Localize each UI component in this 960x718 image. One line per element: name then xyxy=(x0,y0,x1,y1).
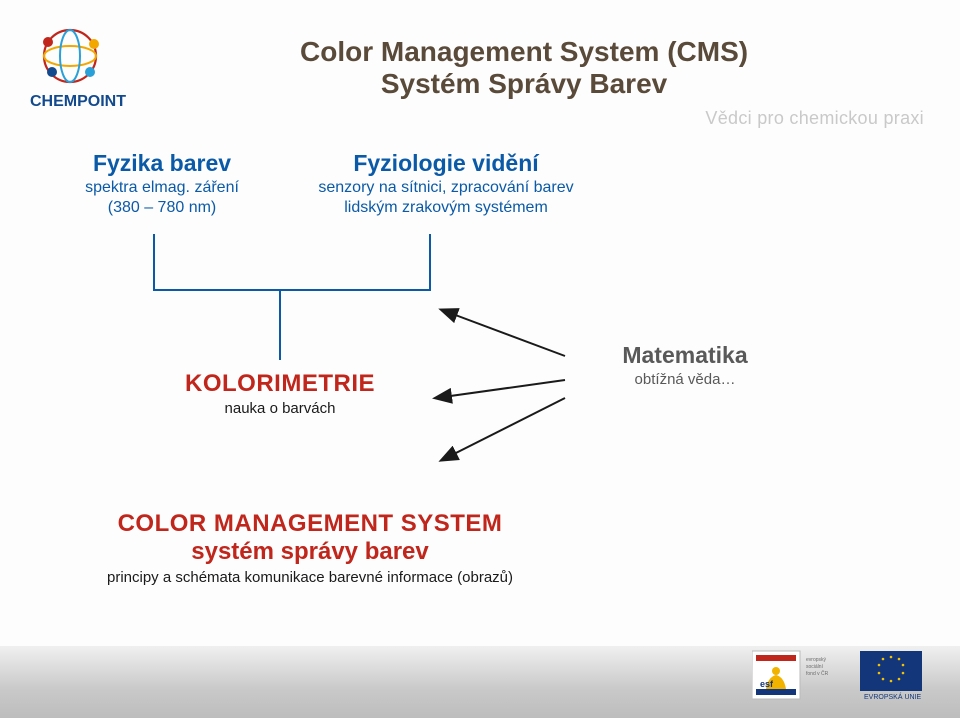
kolorimetrie-sub: nauka o barvách xyxy=(150,400,410,417)
arrow-2 xyxy=(436,380,565,398)
fyziologie-sub1: senzory na sítnici, zpracování barev xyxy=(286,179,606,197)
fyzika-sub2: (380 – 780 nm) xyxy=(62,199,262,217)
eu-label: EVROPSKÁ UNIE xyxy=(864,692,922,701)
cms-header1: COLOR MANAGEMENT SYSTEM xyxy=(60,510,560,538)
svg-text:fond v ČR: fond v ČR xyxy=(806,670,829,677)
fyzika-sub1: spektra elmag. záření xyxy=(62,179,262,197)
matematika-header: Matematika xyxy=(575,342,795,369)
title-line-2: Systém Správy Barev xyxy=(300,68,748,100)
fyzika-header: Fyzika barev xyxy=(62,150,262,177)
chempoint-logo: CHEMPOINT xyxy=(30,22,160,127)
slide-content: CHEMPOINT Vědci pro chemickou praxi Colo… xyxy=(0,0,960,718)
cms-sub: principy a schémata komunikace barevné i… xyxy=(60,569,560,586)
block-fyziologie: Fyziologie vidění senzory na sítnici, zp… xyxy=(286,150,606,217)
arrow-1 xyxy=(442,310,565,356)
kolorimetrie-header: KOLORIMETRIE xyxy=(150,370,410,398)
block-fyzika: Fyzika barev spektra elmag. záření (380 … xyxy=(62,150,262,217)
cms-header2: systém správy barev xyxy=(60,538,560,566)
block-kolorimetrie: KOLORIMETRIE nauka o barvách xyxy=(150,370,410,417)
fyziologie-sub2: lidským zrakovým systémem xyxy=(286,199,606,217)
bracket-connector xyxy=(154,234,430,360)
svg-text:esf: esf xyxy=(760,679,774,689)
page-title: Color Management System (CMS) Systém Spr… xyxy=(300,36,748,100)
matematika-sub: obtížná věda… xyxy=(575,371,795,388)
svg-text:sociální: sociální xyxy=(806,664,824,670)
watermark-text: Vědci pro chemickou praxi xyxy=(705,108,924,129)
logo-text: CHEMPOINT xyxy=(30,93,126,110)
title-line-1: Color Management System (CMS) xyxy=(300,36,748,68)
fyziologie-header: Fyziologie vidění xyxy=(286,150,606,177)
svg-text:evropský: evropský xyxy=(806,657,827,663)
footer-logos: esf evropský sociální fond v ČR EVROPSKÁ… xyxy=(752,647,932,708)
arrow-3 xyxy=(442,398,565,460)
block-cms: COLOR MANAGEMENT SYSTEM systém správy ba… xyxy=(60,510,560,586)
block-matematika: Matematika obtížná věda… xyxy=(575,342,795,388)
